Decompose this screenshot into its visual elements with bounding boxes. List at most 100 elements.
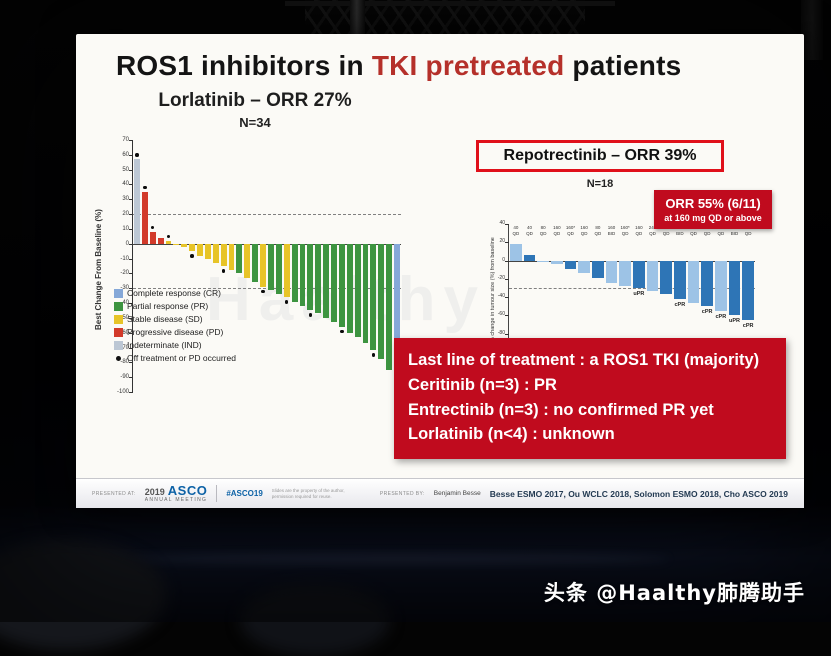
zero-axis-line — [509, 260, 755, 262]
waterfall-bar — [378, 243, 385, 360]
y-tick-mark — [129, 377, 133, 379]
waterfall-bar — [338, 243, 345, 327]
waterfall-bar — [307, 243, 314, 311]
orr-badge-line2: at 160 mg QD or above — [664, 213, 762, 223]
y-tick-mark — [129, 258, 133, 260]
y-tick-label: 60 — [122, 151, 129, 158]
waterfall-bar — [633, 260, 645, 288]
waterfall-bar — [220, 243, 227, 266]
waterfall-bar — [252, 243, 259, 283]
waterfall-bar — [212, 243, 219, 264]
lorlatinib-plot-area: 70 60 50 40 30 20 10 0 -10 -20 -30 -40 -50 -60 -70 -80 -… — [117, 137, 401, 399]
presenter-name: Benjamin Besse — [433, 490, 481, 497]
response-annotation: uPR — [633, 291, 645, 297]
off-treatment-dot-swatch — [116, 355, 121, 361]
title-highlight: TKI pretreated — [371, 50, 565, 81]
y-tick-label: 30 — [122, 196, 129, 203]
response-annotation: cPR — [674, 301, 686, 308]
y-tick-mark — [129, 243, 133, 245]
lorlatinib-n-label: N=34 — [239, 115, 271, 130]
y-tick-mark — [129, 303, 133, 305]
y-tick-mark — [505, 260, 509, 262]
dose-label: 80 QD — [594, 225, 602, 236]
y-tick-label: 40 — [122, 181, 129, 188]
presented-by-label: PRESENTED BY: — [379, 490, 425, 497]
y-tick-label: -40 — [120, 300, 129, 307]
waterfall-bar — [715, 260, 727, 311]
waterfall-bar — [244, 243, 251, 278]
waterfall-bar — [742, 260, 754, 320]
legend-label: Indeterminate (IND) — [127, 340, 202, 350]
waterfall-bar — [260, 243, 266, 287]
pr-color-swatch — [114, 301, 123, 311]
y-tick-mark — [129, 317, 133, 319]
y-tick-label: 50 — [122, 166, 129, 173]
y-tick-mark — [505, 315, 509, 317]
blurred-light-streak — [130, 554, 670, 564]
y-tick-label: 70 — [122, 137, 129, 143]
waterfall-bar — [687, 260, 700, 303]
lorlatinib-chart: Lorlatinib – ORR 27% N=34 Best Change Fr… — [90, 90, 440, 450]
waterfall-bar — [197, 243, 203, 256]
response-annotation: cPR — [701, 309, 713, 316]
y-tick-label: -70 — [120, 344, 129, 351]
legend-item-ind: Indeterminate (IND) — [114, 340, 262, 350]
y-tick-label: -60 — [497, 311, 505, 318]
waterfall-bar — [165, 240, 172, 244]
reference-line — [133, 288, 401, 290]
waterfall-bar — [299, 243, 306, 306]
title-prefix: ROS1 inhibitors in — [116, 50, 372, 81]
lorlatinib-chart-title: Lorlatinib – ORR 27% — [158, 90, 352, 111]
off-treatment-dot — [308, 313, 313, 317]
reference-line — [509, 288, 755, 289]
y-tick-label: -80 — [497, 329, 505, 336]
waterfall-bar — [157, 237, 164, 244]
y-tick-mark — [129, 199, 133, 201]
y-tick-mark — [129, 169, 133, 171]
y-tick-label: -100 — [116, 389, 129, 395]
repotrectinib-title-red-box: Repotrectinib – ORR 39% — [476, 140, 724, 172]
y-tick-mark — [129, 140, 133, 141]
legend-label: Complete response (CR) — [127, 288, 222, 298]
legend-label: Off treatment or PD occurred — [127, 353, 236, 363]
waterfall-bar — [354, 243, 361, 338]
y-tick-mark — [129, 228, 133, 230]
waterfall-bar — [331, 243, 337, 323]
y-tick-mark — [505, 242, 509, 244]
waterfall-bar — [537, 260, 549, 262]
y-tick-label: 20 — [499, 238, 505, 245]
footer-divider — [216, 485, 218, 502]
y-tick-mark — [505, 333, 509, 335]
waterfall-bar — [236, 243, 243, 274]
response-annotation: cPR — [715, 313, 727, 320]
callout-line: Last line of treatment : a ROS1 TKI (maj… — [408, 351, 760, 369]
y-tick-mark — [129, 184, 133, 186]
y-tick-label: -60 — [120, 329, 129, 336]
waterfall-bar — [660, 260, 672, 295]
off-treatment-dot — [284, 300, 289, 304]
y-tick-mark — [129, 273, 133, 275]
zero-axis-line — [133, 243, 401, 245]
waterfall-bar — [323, 243, 330, 318]
callout-line: Entrectinib (n=3) : no confirmed PR yet — [408, 400, 714, 419]
dose-label: 40 QD — [526, 225, 533, 236]
y-tick-label: 40 — [499, 220, 505, 226]
y-tick-label: 10 — [122, 225, 129, 232]
callout-line: Ceritinib (n=3) : PR — [408, 375, 557, 394]
y-tick-mark — [129, 288, 133, 290]
orr-55-badge: ORR 55% (6/11) at 160 mg QD or above — [654, 190, 772, 229]
off-treatment-dot — [150, 225, 155, 230]
waterfall-bar — [189, 243, 196, 252]
presentation-slide: Haalthy ROS1 inhibitors in TKI pretreate… — [76, 34, 804, 508]
y-tick-label: -30 — [120, 285, 129, 292]
waterfall-bar — [564, 260, 577, 269]
callout-line: Lorlatinib (n<4) : unknown — [408, 425, 615, 444]
waterfall-bar — [510, 244, 522, 261]
repotrectinib-n-label: N=18 — [586, 178, 614, 190]
waterfall-bar — [578, 260, 590, 274]
